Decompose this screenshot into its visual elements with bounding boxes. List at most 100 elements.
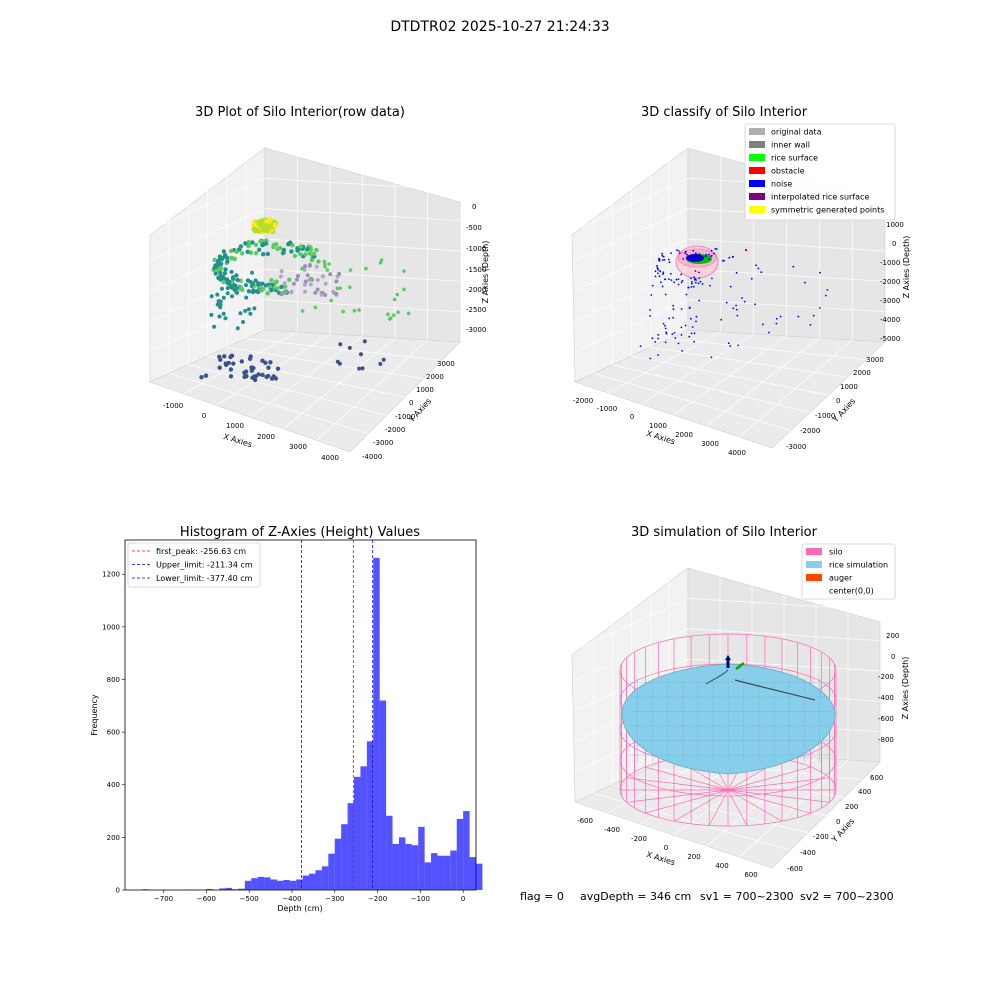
- legend-label: auger: [829, 574, 853, 583]
- z-tick-label: -400: [878, 694, 894, 702]
- scatter-point: [357, 366, 362, 371]
- classify-z-axis-label: Z Axies (Depth): [902, 236, 911, 299]
- histogram-bar: [469, 857, 476, 890]
- scatter-point: [223, 316, 228, 321]
- noise-point: [684, 324, 687, 327]
- scatter-point: [254, 227, 260, 233]
- scatter-point: [313, 290, 318, 295]
- raw-panel: 3D Plot of Silo Interior(row data) -1000…: [149, 105, 490, 462]
- scatter-point: [245, 249, 250, 254]
- scatter-point: [264, 227, 270, 233]
- noise-point: [680, 326, 683, 329]
- raw-yticks: -4000 -3000 -2000 -1000 0 1000 2000 3000: [362, 360, 455, 461]
- x-tick-label: 4000: [728, 449, 746, 457]
- histogram-bar: [296, 879, 303, 890]
- scatter-point: [279, 292, 284, 297]
- scatter-point: [242, 370, 247, 375]
- scatter-point: [221, 279, 226, 285]
- histogram-axes-frame: [124, 539, 477, 891]
- z-tick-label: -2000: [880, 278, 900, 286]
- scatter-point: [260, 286, 266, 292]
- histogram-bar: [232, 889, 239, 890]
- noise-point: [737, 344, 739, 347]
- scatter-point: [218, 271, 223, 275]
- scatter-point: [392, 297, 397, 302]
- noise-point: [672, 316, 674, 319]
- scatter-point: [348, 268, 353, 272]
- silo-spoke: [673, 789, 729, 822]
- x-tick-label: -400: [604, 826, 620, 834]
- simulation-zticks: -800 -600 -400 -200 0 200: [878, 632, 899, 744]
- y-tick-label: 0: [116, 887, 120, 895]
- noise-point: [689, 306, 691, 309]
- histogram-bar: [309, 873, 316, 890]
- y-tick-label: 600: [107, 729, 120, 737]
- scatter-point: [218, 265, 223, 271]
- noise-point: [693, 276, 695, 279]
- scatter-point: [248, 354, 253, 359]
- silo-spoke: [727, 777, 830, 791]
- scatter-point: [314, 264, 319, 269]
- histogram-bar: [238, 888, 245, 890]
- histogram-bar: [431, 853, 438, 890]
- legend-swatch: [749, 206, 765, 213]
- noise-point: [761, 323, 764, 326]
- y-tick-label: 400: [107, 781, 120, 789]
- scatter-point: [231, 275, 235, 280]
- noise-point: [657, 337, 659, 340]
- z-tick-label: 0: [892, 240, 896, 248]
- scatter-point: [327, 262, 331, 266]
- center-marker: [735, 662, 745, 670]
- noise-point: [728, 256, 731, 259]
- silo-spoke: [645, 766, 729, 791]
- scatter-point: [309, 276, 314, 281]
- legend-swatch: [806, 574, 822, 581]
- histogram-bar: [225, 887, 233, 890]
- silo-spoke: [626, 789, 729, 803]
- scatter-point: [238, 311, 243, 316]
- scatter-point: [362, 339, 367, 344]
- legend-swatch: [749, 128, 765, 135]
- z-tick-label: -600: [878, 715, 894, 723]
- y-tick-label: -600: [787, 865, 803, 873]
- scatter-point: [325, 268, 330, 272]
- x-tick-label: -1000: [163, 402, 183, 410]
- histogram-bar: [418, 826, 425, 890]
- noise-point: [720, 318, 723, 321]
- histogram-bar: [347, 803, 355, 890]
- noise-point: [695, 320, 697, 323]
- y-tick-label: 600: [870, 774, 883, 782]
- noise-point: [797, 315, 800, 318]
- z-tick-label: -200: [878, 673, 894, 681]
- noise-point: [689, 317, 692, 320]
- noise-point: [826, 289, 829, 291]
- scatter-point: [234, 273, 239, 278]
- raw-xticks: -1000 0 1000 2000 3000 4000: [163, 402, 339, 462]
- noise-point: [699, 280, 702, 283]
- noise-point: [710, 249, 713, 252]
- scatter-point: [289, 249, 294, 254]
- histogram-bar: [264, 877, 271, 890]
- scatter-point: [269, 288, 274, 293]
- silo-spoke: [626, 777, 729, 791]
- y-tick-label: 200: [107, 834, 120, 842]
- scatter-point: [243, 241, 248, 246]
- noise-point: [685, 250, 687, 253]
- noise-point: [670, 279, 673, 281]
- noise-point: [664, 327, 667, 330]
- noise-point: [693, 332, 696, 335]
- scatter-point: [228, 374, 234, 379]
- z-tick-label: 1000: [886, 221, 904, 229]
- noise-point: [713, 252, 715, 255]
- z-tick-label: -500: [466, 224, 482, 232]
- scatter-point: [248, 311, 253, 316]
- gridline: [738, 339, 853, 438]
- status-sv2: sv2 = 700~2300: [800, 890, 894, 903]
- noise-point: [691, 326, 694, 328]
- noise-point: [677, 342, 680, 345]
- legend-label: original data: [771, 128, 822, 137]
- scatter-point: [221, 311, 226, 316]
- scatter-point: [341, 309, 345, 314]
- scatter-point: [261, 252, 266, 257]
